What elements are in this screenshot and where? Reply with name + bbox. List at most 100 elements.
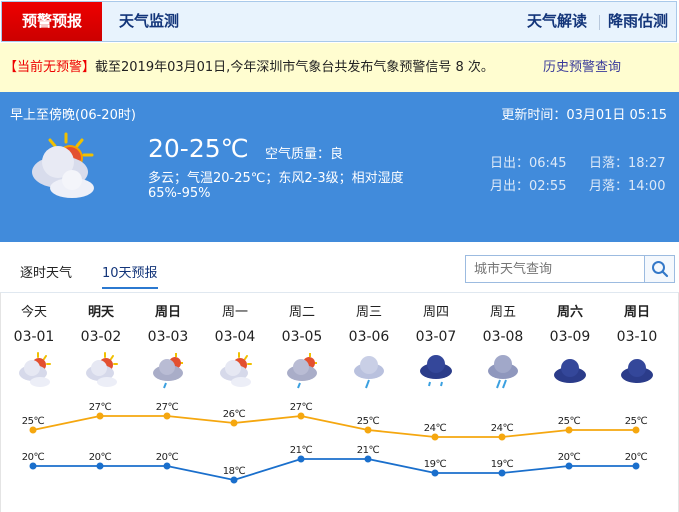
- day-name: 周三: [355, 305, 382, 320]
- high-temp-label: 24℃: [424, 423, 447, 434]
- overcast-icon: [554, 359, 586, 383]
- current-weather-panel: 早上至傍晚(06-20时) 更新时间：03月01日 05:15 20-25℃ 空…: [0, 92, 679, 242]
- air-quality: 空气质量：良: [265, 147, 344, 162]
- overcast-icon: [621, 359, 653, 383]
- low-temp-point: [498, 469, 506, 477]
- moonset: 月落：14:00: [589, 179, 666, 194]
- overcast-rain-icon: [420, 355, 452, 387]
- high-temp-label: 25℃: [22, 416, 45, 427]
- top-nav: 预警预报 天气监测 天气解读 降雨估测: [1, 1, 677, 42]
- low-temp-point: [96, 462, 104, 470]
- period: 早上至傍晚(06-20时): [10, 108, 136, 123]
- day-name: 周日: [154, 305, 181, 320]
- low-temp-label: 19℃: [491, 459, 514, 470]
- city-search: [465, 255, 675, 283]
- day-name: 周五: [489, 305, 516, 320]
- date: 03-02: [80, 329, 122, 345]
- tab-10day[interactable]: 10天预报: [102, 262, 158, 289]
- low-temp-point: [297, 455, 305, 463]
- partly-cloudy-icon: [19, 352, 51, 387]
- high-temp-label: 25℃: [625, 416, 648, 427]
- sunrise: 日出：06:45: [490, 156, 567, 171]
- low-temp-point: [632, 462, 640, 470]
- low-temp-point: [565, 462, 573, 470]
- moderate-rain-icon: [488, 355, 518, 389]
- day-name: 周日: [623, 305, 650, 320]
- high-temp-point: [96, 412, 104, 420]
- high-temp-point: [230, 419, 238, 427]
- light-rain-icon: [354, 356, 384, 389]
- search-icon: [651, 261, 668, 278]
- link-weather-interpret[interactable]: 天气解读: [527, 12, 588, 30]
- low-temp-label: 20℃: [89, 452, 112, 463]
- temperature-chart: 25℃ 27℃ 27℃ 26℃ 27℃ 25℃ 24℃ 24℃ 25℃ 25℃ 20℃ 20℃ 20℃ 1…: [22, 402, 648, 484]
- high-temp-point: [565, 426, 573, 434]
- high-temp-label: 25℃: [558, 416, 581, 427]
- low-temp-point: [431, 469, 439, 477]
- low-temp-label: 20℃: [22, 452, 45, 463]
- high-temp-line: [32, 415, 636, 438]
- high-temp-label: 27℃: [290, 402, 313, 413]
- tab-hourly[interactable]: 逐时天气: [20, 266, 73, 281]
- city-search-input[interactable]: [466, 256, 644, 282]
- high-temp-point: [29, 426, 37, 434]
- high-temp-label: 24℃: [491, 423, 514, 434]
- day-name: 明天: [87, 305, 114, 320]
- high-temp-point: [498, 433, 506, 441]
- date: 03-07: [415, 329, 457, 345]
- cloudy-shower-icon: [287, 353, 317, 389]
- day-name: 周六: [556, 305, 583, 320]
- day-name: 周二: [288, 305, 315, 320]
- low-temp-label: 18℃: [223, 466, 246, 477]
- low-temp-line: [33, 458, 636, 481]
- date: 03-08: [482, 329, 524, 345]
- high-temp-label: 27℃: [89, 402, 112, 413]
- alert-message: 截至2019年03月01日,今年深圳市气象台共发布气象预警信号 8 次。: [95, 60, 494, 75]
- high-temp-point: [297, 412, 305, 420]
- low-temp-label: 20℃: [156, 452, 179, 463]
- low-temp-label: 21℃: [357, 445, 380, 456]
- low-temp-label: 20℃: [625, 452, 648, 463]
- high-temp-point: [632, 426, 640, 434]
- sunset: 日落：18:27: [589, 156, 666, 171]
- update-time: 更新时间：03月01日 05:15: [501, 108, 667, 123]
- low-temp-point: [29, 462, 37, 470]
- date: 03-09: [549, 329, 591, 345]
- high-temp-label: 26℃: [223, 409, 246, 420]
- partly-cloudy-icon: [220, 352, 252, 387]
- alert-status: 【当前无预警】: [4, 60, 96, 75]
- date: 03-04: [214, 329, 256, 345]
- high-temp-label: 27℃: [156, 402, 179, 413]
- weather-description: 多云；气温20-25℃；东风2-3级；相对湿度: [148, 171, 404, 186]
- moonrise: 月出：02:55: [490, 179, 567, 194]
- partly-cloudy-icon: [86, 352, 118, 387]
- low-temp-point: [163, 462, 171, 470]
- alert-bar: 【当前无预警】截至2019年03月01日,今年深圳市气象台共发布气象预警信号 8…: [0, 43, 679, 92]
- tab-weather-monitor[interactable]: 天气监测: [119, 12, 180, 30]
- low-temp-label: 19℃: [424, 459, 447, 470]
- temperature-range: 20-25℃: [148, 134, 249, 163]
- low-temp-point: [230, 476, 238, 484]
- partly-cloudy-icon: [20, 130, 100, 204]
- date: 03-03: [147, 329, 189, 345]
- humidity: 65%-95%: [148, 186, 211, 201]
- high-temp-point: [163, 412, 171, 420]
- tab-warning-forecast[interactable]: 预警预报: [2, 2, 102, 41]
- link-rain-estimate[interactable]: 降雨估测: [608, 12, 669, 30]
- low-temp-point: [364, 455, 372, 463]
- date: 03-05: [281, 329, 323, 345]
- date: 03-10: [616, 329, 658, 345]
- divider: [599, 15, 600, 30]
- day-name: 周四: [422, 305, 449, 320]
- day-name: 周一: [221, 305, 248, 320]
- high-temp-label: 25℃: [357, 416, 380, 427]
- date: 03-06: [348, 329, 390, 345]
- low-temp-label: 21℃: [290, 445, 313, 456]
- day-name: 今天: [20, 305, 47, 320]
- ten-day-forecast: 今天 03-01 明天 03-02 周日 03-03 周一 03-04 周二 0…: [0, 292, 679, 512]
- low-temp-label: 20℃: [558, 452, 581, 463]
- cloudy-shower-icon: [153, 353, 183, 389]
- search-button[interactable]: [644, 256, 674, 282]
- high-temp-point: [364, 426, 372, 434]
- history-warning-link[interactable]: 历史预警查询: [543, 60, 622, 75]
